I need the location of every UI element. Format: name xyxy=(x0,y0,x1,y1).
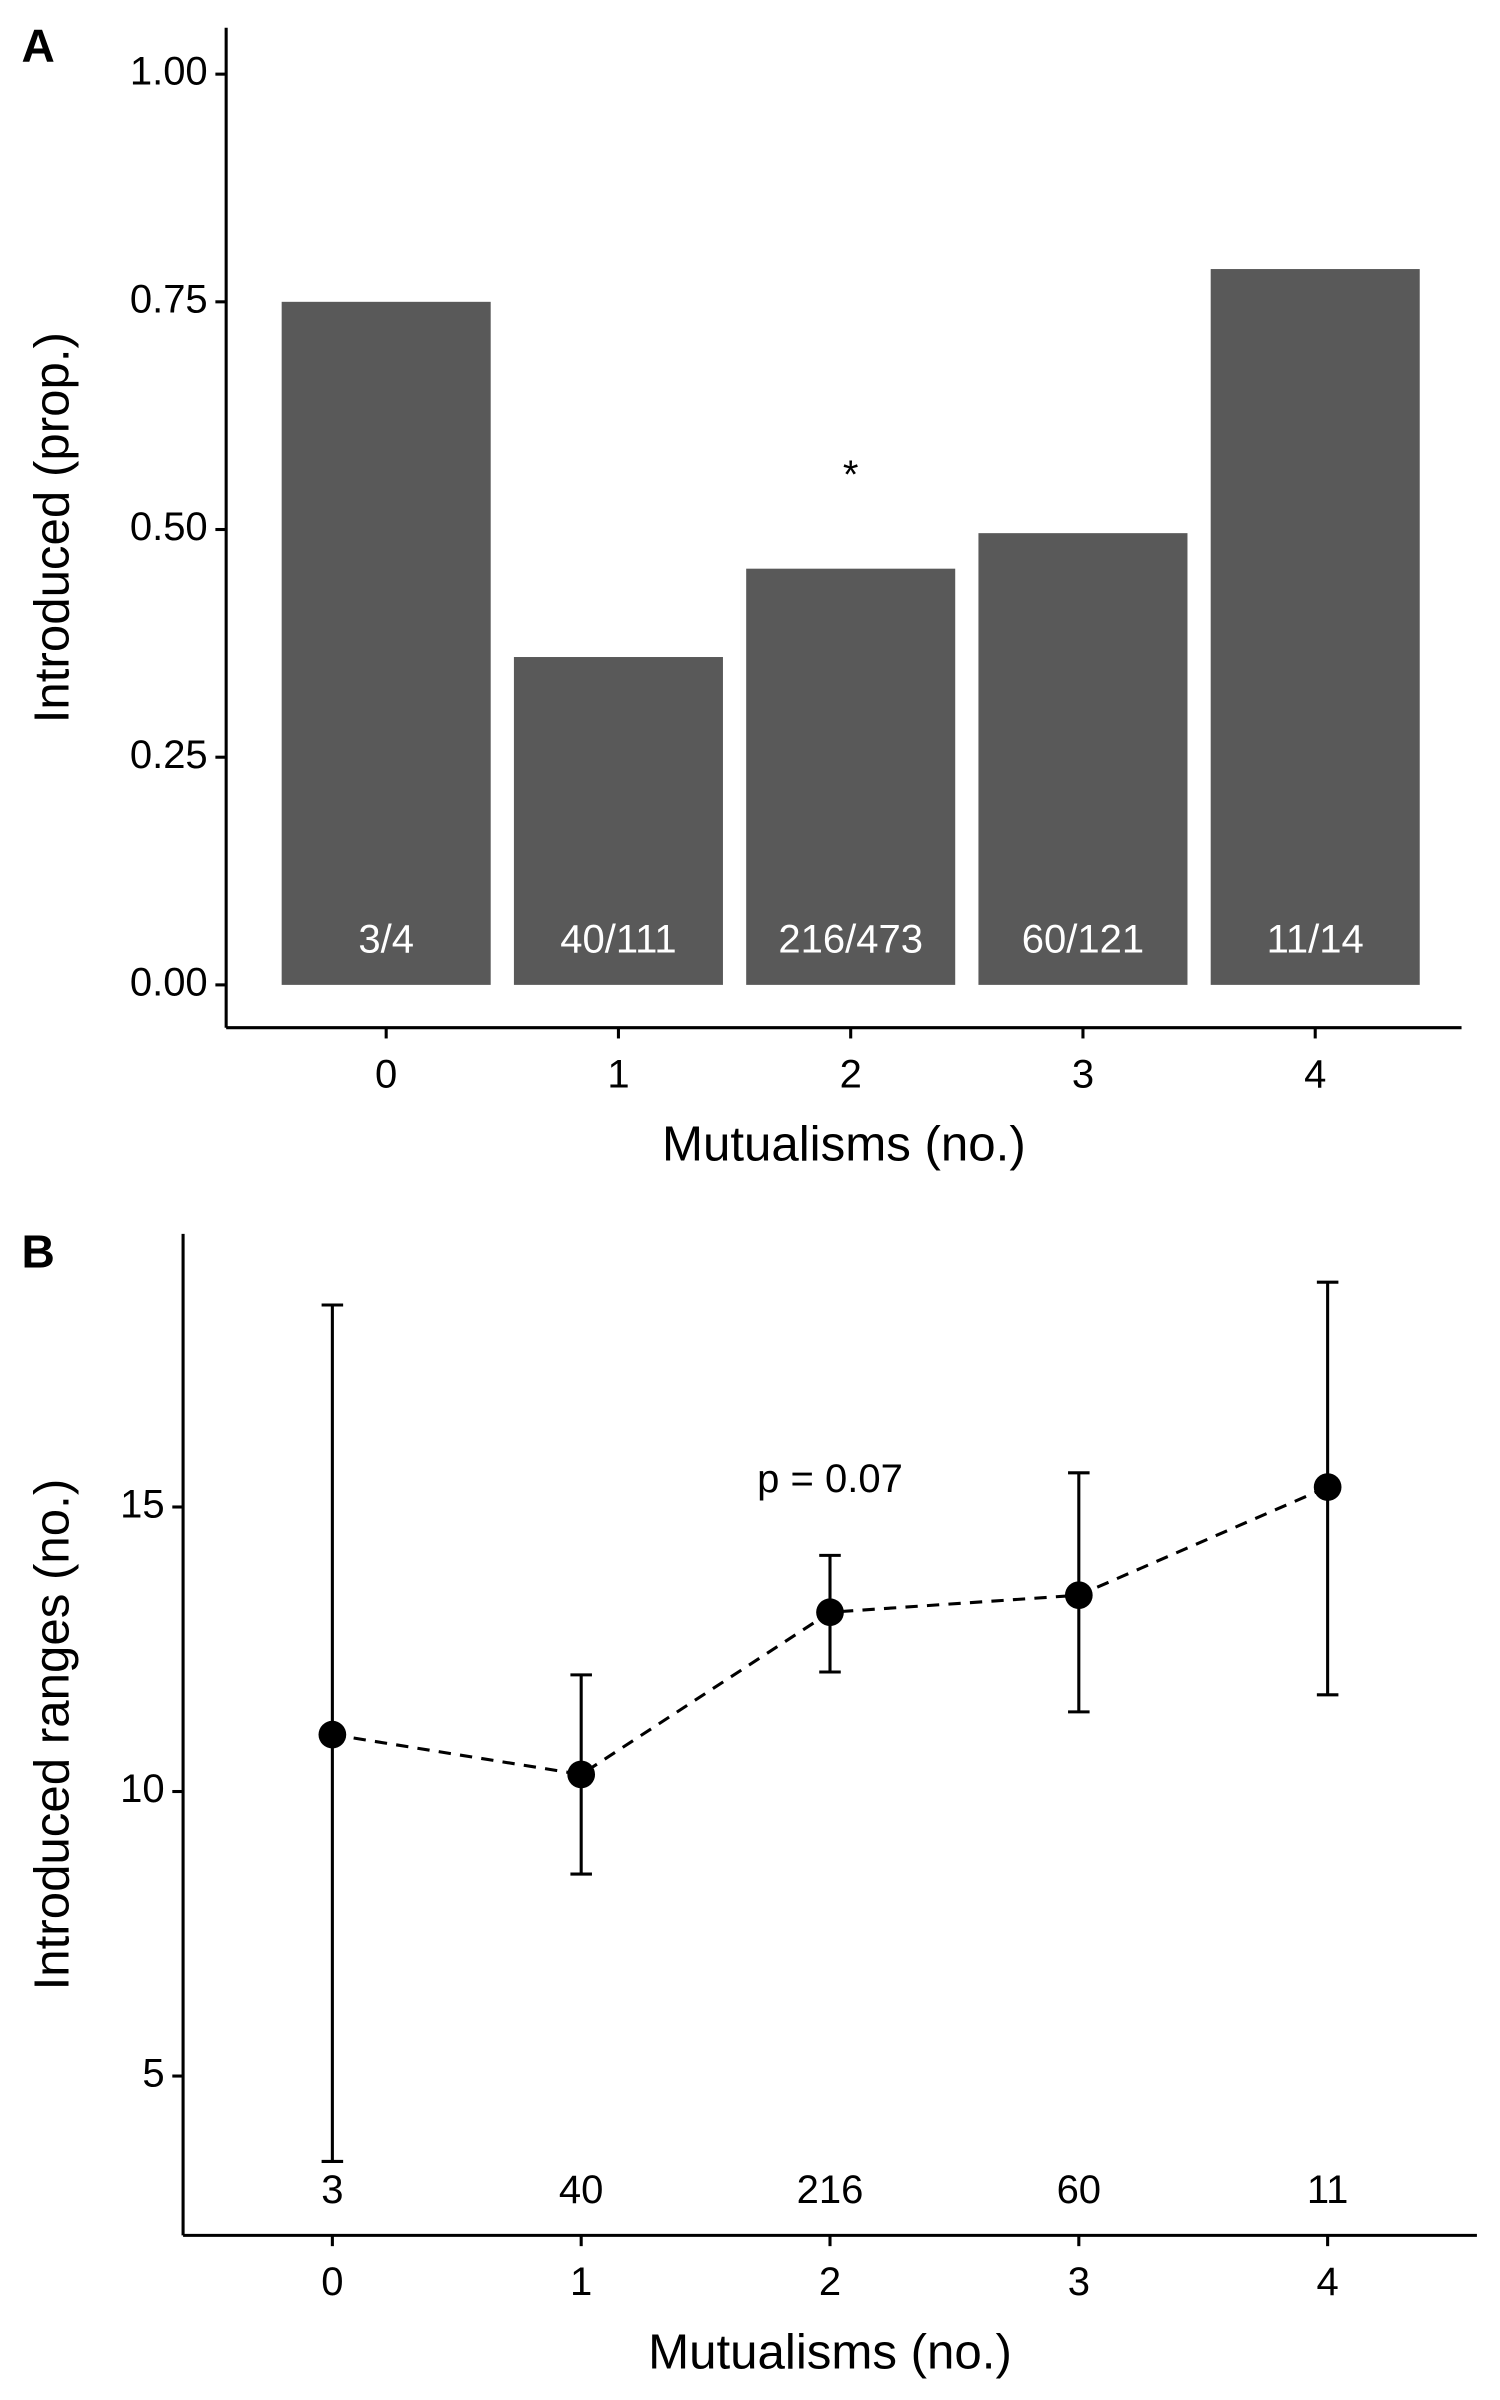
y-tick-label: 5 xyxy=(142,2052,164,2096)
count-label: 60 xyxy=(1057,2168,1102,2212)
y-axis-title: Introduced ranges (no.) xyxy=(24,1479,79,1991)
x-tick-label: 4 xyxy=(1304,1052,1326,1096)
count-label: 216 xyxy=(797,2168,864,2212)
x-tick-label: 2 xyxy=(840,1052,862,1096)
x-axis-title: Mutualisms (no.) xyxy=(662,1117,1026,1172)
bar xyxy=(281,301,491,985)
y-tick-label: 0.25 xyxy=(130,733,208,777)
point xyxy=(816,1598,844,1627)
bar-label: 40/111 xyxy=(560,917,676,961)
count-label: 3 xyxy=(321,2168,343,2212)
bar xyxy=(1210,269,1420,985)
y-axis-title: Introduced (prop.) xyxy=(24,332,79,723)
bar-label: 11/14 xyxy=(1267,917,1364,961)
point xyxy=(1064,1581,1093,1610)
bar xyxy=(978,533,1188,985)
annotation: p = 0.07 xyxy=(757,1457,903,1501)
y-tick-label: 0.00 xyxy=(130,960,208,1004)
bar-label: 216/473 xyxy=(778,917,923,961)
bar xyxy=(513,657,723,985)
y-tick-label: 0.75 xyxy=(130,277,208,321)
bar-label: 60/121 xyxy=(1022,917,1144,961)
annotation: * xyxy=(843,453,859,497)
y-tick-label: 15 xyxy=(120,1483,165,1527)
x-tick-label: 3 xyxy=(1072,1052,1094,1096)
x-tick-label: 1 xyxy=(570,2260,592,2304)
y-tick-label: 0.50 xyxy=(130,505,208,549)
count-label: 40 xyxy=(559,2168,603,2212)
x-tick-label: 1 xyxy=(607,1052,629,1096)
x-tick-label: 0 xyxy=(375,1052,397,1096)
x-tick-label: 0 xyxy=(321,2260,343,2304)
y-tick-label: 10 xyxy=(120,1767,165,1811)
x-axis-title: Mutualisms (no.) xyxy=(648,2324,1012,2379)
panel-label: A xyxy=(22,19,55,71)
bar xyxy=(746,568,956,985)
y-tick-label: 1.00 xyxy=(130,50,208,94)
point xyxy=(567,1760,596,1789)
x-tick-label: 4 xyxy=(1317,2260,1339,2304)
point xyxy=(318,1720,347,1749)
point xyxy=(1313,1473,1342,1501)
x-tick-label: 2 xyxy=(819,2260,841,2304)
panel-label: B xyxy=(22,1226,55,1278)
x-tick-label: 3 xyxy=(1068,2260,1090,2304)
count-label: 11 xyxy=(1307,2168,1349,2212)
bar-label: 3/4 xyxy=(358,917,414,961)
